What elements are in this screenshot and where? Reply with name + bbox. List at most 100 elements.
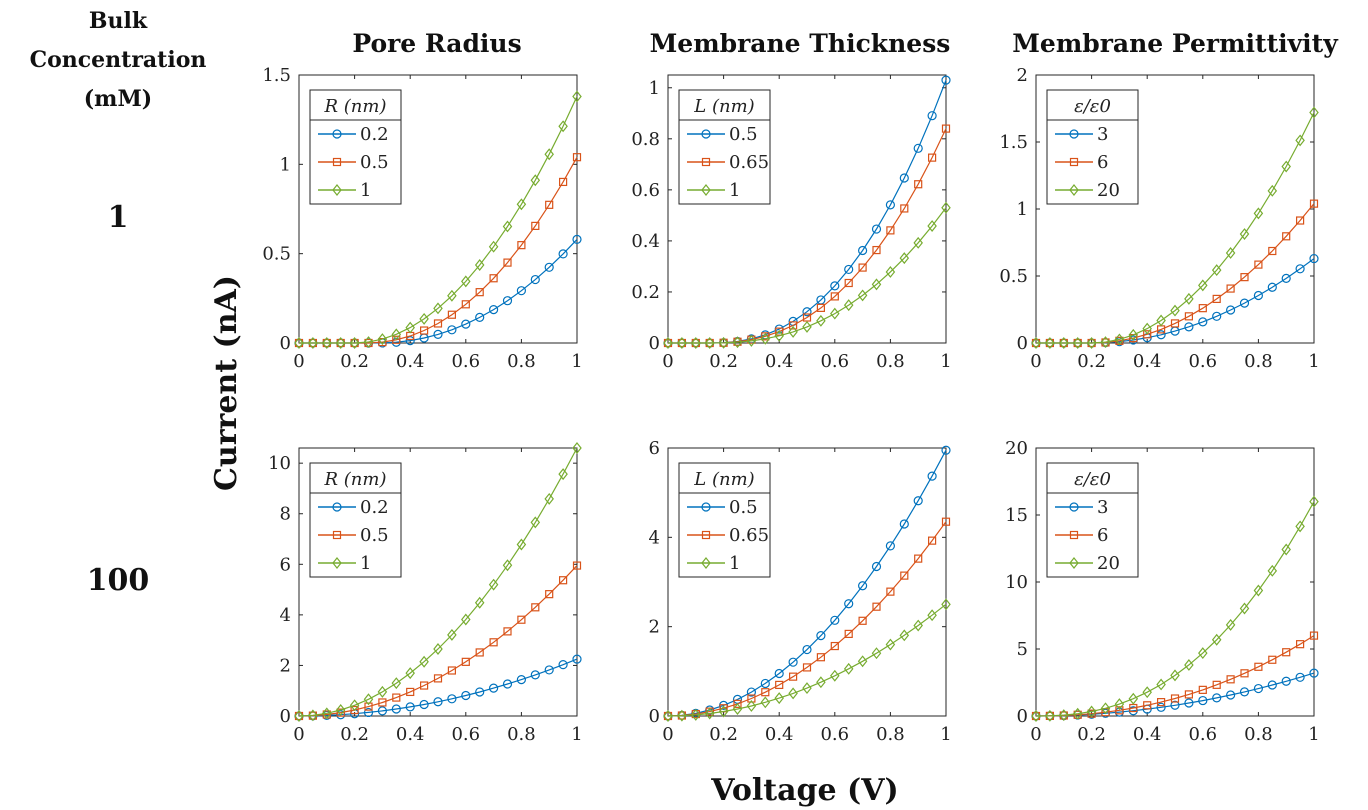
data-point (871, 224, 882, 234)
data-point (886, 587, 895, 596)
chart-panel-5: 0 0.2 0.4 0.6 0.8 1 0 2 4 6 L (nm) 0.5 0.65 1 (649, 438, 952, 745)
y-tick-label: 20 (1005, 438, 1028, 459)
row-label-100: 100 (87, 563, 150, 598)
x-tick-label: 0.8 (1244, 351, 1273, 372)
data-point (775, 327, 784, 336)
data-point (913, 236, 923, 249)
data-point (913, 619, 923, 632)
data-point (761, 688, 770, 697)
legend-marker (701, 157, 711, 167)
data-point (406, 687, 415, 697)
data-point (1309, 199, 1319, 208)
data-point (677, 709, 687, 722)
data-point (718, 336, 729, 349)
x-tick-label: 0 (662, 351, 673, 372)
data-point (885, 265, 896, 278)
data-point (843, 662, 854, 675)
column-title-membrane-thickness: Membrane Thickness (650, 29, 951, 58)
data-point (475, 312, 485, 322)
series-line (298, 658, 578, 717)
y-tick-label: 0 (649, 706, 660, 727)
data-point (530, 174, 541, 187)
data-point (308, 709, 318, 722)
data-point (544, 262, 554, 272)
x-tick-label: 0 (293, 351, 304, 372)
data-point (349, 337, 360, 349)
data-point (488, 240, 499, 253)
series-20 (1031, 495, 1319, 722)
legend-marker (1069, 502, 1079, 512)
data-point (1184, 312, 1194, 321)
series-line (298, 565, 578, 717)
data-point (1031, 337, 1041, 349)
data-point (1253, 683, 1264, 694)
data-point (1267, 282, 1277, 292)
legend: L (nm) 0.5 0.65 1 (678, 89, 771, 205)
series-line (1035, 501, 1315, 717)
x-tick-label: 0.6 (1188, 351, 1217, 372)
data-point (558, 576, 568, 585)
data-point (1198, 647, 1208, 660)
data-point (364, 702, 373, 711)
data-point (1240, 273, 1249, 282)
row-label-1: 1 (108, 200, 129, 235)
y-tick-label: 1.5 (999, 132, 1028, 153)
data-point (830, 292, 839, 301)
data-point (802, 644, 812, 655)
data-point (392, 693, 401, 702)
data-point (886, 226, 895, 235)
data-point (1225, 690, 1236, 700)
legend-box (678, 462, 771, 578)
data-point (517, 615, 526, 624)
data-point (1142, 686, 1152, 699)
y-tick-label: 6 (280, 554, 291, 575)
data-point (871, 278, 882, 291)
legend-marker (332, 557, 342, 569)
data-point (475, 288, 484, 297)
column-title-pore-radius: Pore Radius (352, 29, 521, 58)
x-tick-label: 0.4 (396, 351, 425, 372)
data-point (461, 319, 471, 329)
data-point (1059, 709, 1069, 722)
x-tick-label: 0.4 (765, 351, 794, 372)
data-point (1198, 685, 1207, 694)
data-point (788, 321, 798, 330)
data-point (1170, 304, 1180, 317)
legend: L (nm) 0.5 0.65 1 (678, 462, 771, 578)
x-tick-label: 0.6 (820, 351, 849, 372)
data-point (941, 517, 951, 526)
data-point (1295, 640, 1305, 649)
series-20 (1031, 106, 1319, 349)
data-point (1212, 311, 1222, 321)
y-tick-label: 15 (1005, 505, 1028, 526)
x-tick-label: 0.6 (451, 724, 480, 745)
data-point (1212, 680, 1221, 689)
data-point (802, 307, 812, 317)
data-point (900, 571, 909, 580)
data-point (1309, 668, 1319, 678)
data-point (433, 302, 443, 315)
data-point (857, 245, 868, 256)
data-point (718, 705, 729, 718)
data-point (913, 143, 923, 153)
data-point (447, 325, 457, 335)
data-point (1198, 279, 1208, 292)
data-point (802, 682, 812, 695)
data-point (663, 337, 673, 349)
data-point (461, 690, 471, 701)
y-tick-label: 4 (280, 605, 291, 626)
data-point (885, 541, 896, 551)
data-point (927, 536, 937, 545)
data-point (531, 221, 540, 230)
data-point (544, 665, 554, 675)
data-point (941, 445, 951, 455)
data-point (1239, 228, 1250, 241)
data-point (502, 559, 513, 572)
data-point (516, 674, 527, 685)
data-point (1309, 495, 1319, 508)
data-point (1226, 284, 1235, 293)
data-point (1100, 336, 1111, 349)
series-6 (1031, 631, 1319, 721)
data-point (544, 492, 554, 505)
data-point (830, 669, 840, 682)
